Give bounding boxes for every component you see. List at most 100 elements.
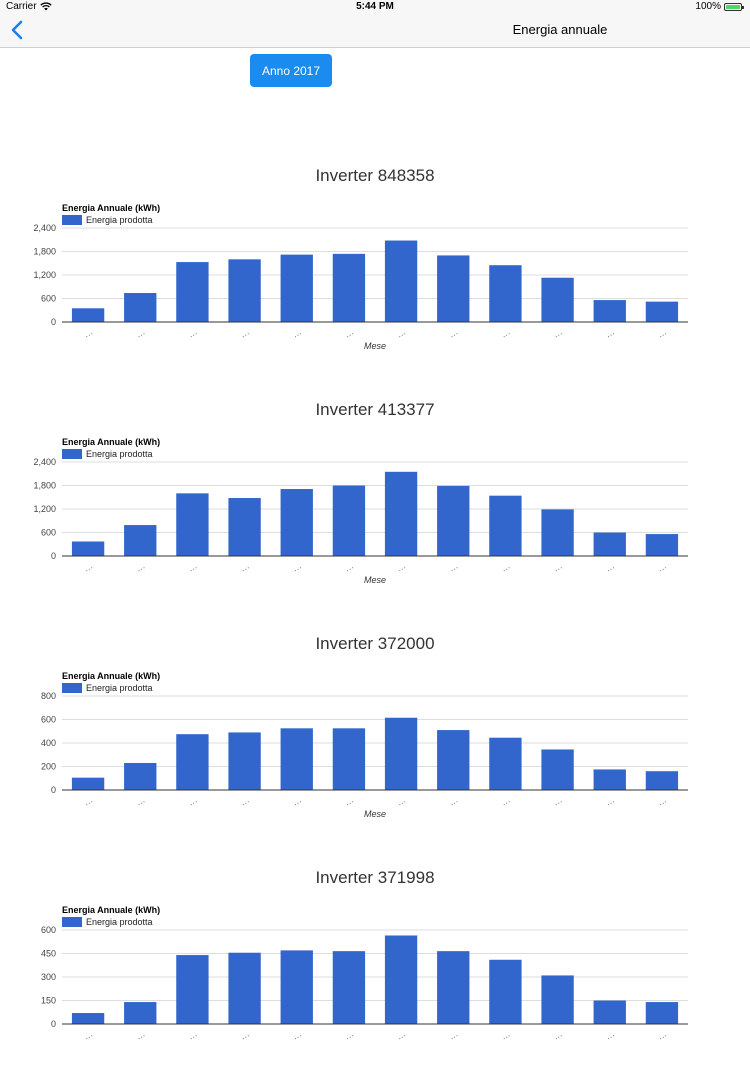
bar <box>593 1000 626 1024</box>
x-tick-label: … <box>499 326 512 339</box>
legend-label: Energia prodotta <box>86 449 153 459</box>
bar <box>384 717 418 790</box>
chart-svg: Inverter 372000 Energia Annuale (kWh) Ener… <box>41 634 688 819</box>
bar <box>176 262 209 322</box>
y-tick-label: 0 <box>51 1019 56 1029</box>
bar <box>124 293 157 322</box>
y-tick-label: 0 <box>51 317 56 327</box>
legend-label: Energia prodotta <box>86 917 153 927</box>
y-tick-label: 450 <box>41 949 56 959</box>
x-tick-label: … <box>395 560 408 573</box>
bar <box>228 498 261 556</box>
status-bar: Carrier 5:44 PM 100% <box>0 0 750 14</box>
bar <box>593 532 626 556</box>
x-tick-label: … <box>343 326 356 339</box>
bar <box>176 734 209 790</box>
x-tick-label: … <box>82 560 95 573</box>
y-tick-label: 200 <box>41 762 56 772</box>
bar <box>280 728 313 790</box>
x-tick-label: … <box>186 1028 199 1041</box>
bar <box>280 254 313 322</box>
chart-title: Inverter 848358 <box>315 166 434 185</box>
y-tick-label: 800 <box>41 691 56 701</box>
x-tick-label: … <box>186 560 199 573</box>
x-tick-label: … <box>656 560 669 573</box>
y-tick-label: 600 <box>41 715 56 725</box>
chart-title: Inverter 372000 <box>315 634 434 653</box>
y-tick-label: 1,200 <box>33 270 56 280</box>
chart-svg: Inverter 848358 Energia Annuale (kWh) Ener… <box>33 166 688 351</box>
x-tick-label: … <box>134 326 147 339</box>
x-tick-label: … <box>499 794 512 807</box>
x-tick-label: … <box>134 1028 147 1041</box>
x-tick-label: … <box>656 1028 669 1041</box>
x-tick-label: … <box>290 1028 303 1041</box>
chart-inverter-372000: Inverter 372000 Energia Annuale (kWh) Ener… <box>0 628 750 838</box>
bar <box>332 485 366 556</box>
x-tick-label: … <box>82 1028 95 1041</box>
battery-percent: 100% <box>695 1 721 12</box>
x-tick-label: … <box>656 794 669 807</box>
bar <box>645 301 679 322</box>
x-tick-label: … <box>343 794 356 807</box>
x-tick-label: … <box>603 560 616 573</box>
carrier-label: Carrier <box>6 1 37 12</box>
y-tick-label: 600 <box>41 528 56 538</box>
x-tick-label: … <box>290 326 303 339</box>
bar <box>228 952 261 1024</box>
x-tick-label: … <box>238 326 251 339</box>
x-tick-label: … <box>551 1028 564 1041</box>
y-tick-label: 1,200 <box>33 504 56 514</box>
y-tick-label: 400 <box>41 738 56 748</box>
x-tick-label: … <box>238 560 251 573</box>
x-tick-label: … <box>395 1028 408 1041</box>
chart-subtitle: Energia Annuale (kWh) <box>62 437 160 447</box>
chart-subtitle: Energia Annuale (kWh) <box>62 905 160 915</box>
x-tick-label: … <box>499 560 512 573</box>
bar <box>124 1002 157 1024</box>
bar <box>124 525 157 556</box>
bar <box>645 534 679 556</box>
chart-inverter-413377: Inverter 413377 Energia Annuale (kWh) Ener… <box>0 394 750 604</box>
x-tick-label: … <box>134 560 147 573</box>
legend-swatch <box>62 917 82 927</box>
legend-label: Energia prodotta <box>86 683 153 693</box>
y-tick-label: 2,400 <box>33 457 56 467</box>
bar <box>437 730 470 790</box>
x-tick-label: … <box>395 326 408 339</box>
year-selector-button[interactable]: Anno 2017 <box>250 54 332 87</box>
x-tick-label: … <box>447 560 460 573</box>
x-tick-label: … <box>82 326 95 339</box>
chart-subtitle: Energia Annuale (kWh) <box>62 671 160 681</box>
x-tick-label: … <box>186 326 199 339</box>
x-tick-label: … <box>656 326 669 339</box>
bar <box>593 769 626 790</box>
bar <box>437 485 470 556</box>
carrier-info: Carrier <box>6 1 52 12</box>
x-tick-label: … <box>186 794 199 807</box>
x-tick-label: … <box>343 1028 356 1041</box>
bar <box>384 935 418 1024</box>
status-time: 5:44 PM <box>356 1 394 12</box>
legend-label: Energia prodotta <box>86 215 153 225</box>
bar <box>228 732 261 790</box>
x-tick-label: … <box>134 794 147 807</box>
x-axis-label: Mese <box>364 575 386 585</box>
chart-svg: Inverter 413377 Energia Annuale (kWh) Ener… <box>33 400 688 585</box>
y-tick-label: 150 <box>41 996 56 1006</box>
bar <box>437 951 470 1024</box>
x-tick-label: … <box>603 794 616 807</box>
bar <box>176 493 209 556</box>
x-tick-label: … <box>290 560 303 573</box>
back-button[interactable] <box>6 18 30 42</box>
bar <box>489 265 522 322</box>
legend-swatch <box>62 449 82 459</box>
bar <box>645 1002 679 1024</box>
bar <box>280 489 313 556</box>
bar <box>71 1013 105 1024</box>
x-tick-label: … <box>603 1028 616 1041</box>
bar <box>541 277 574 322</box>
x-tick-label: … <box>603 326 616 339</box>
y-tick-label: 0 <box>51 551 56 561</box>
y-tick-label: 1,800 <box>33 481 56 491</box>
